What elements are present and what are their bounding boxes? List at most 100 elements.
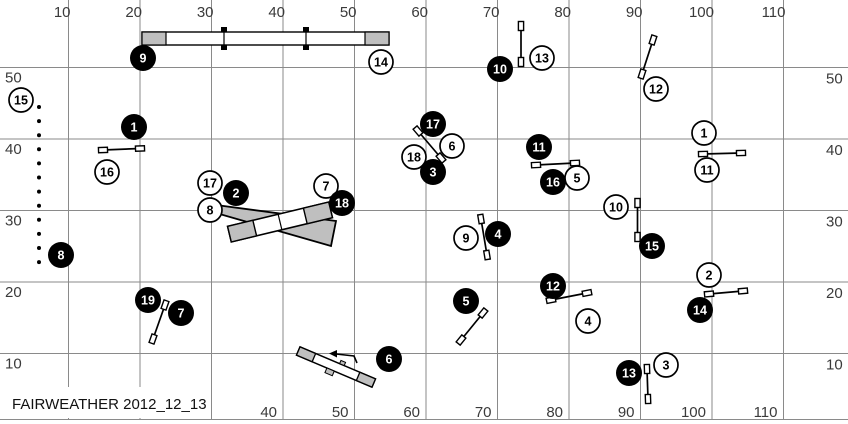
marker-open-11[interactable]: 11: [694, 157, 720, 183]
marker-filled-12[interactable]: 12: [540, 273, 566, 299]
teeter-pivot: [324, 367, 335, 377]
marker-open-5[interactable]: 5: [564, 165, 590, 191]
marker-filled-2[interactable]: 2: [223, 180, 249, 206]
marker-filled-1[interactable]: 1: [121, 114, 147, 140]
jump-5[interactable]: [455, 306, 489, 347]
marker-filled-5[interactable]: 5: [453, 288, 479, 314]
marker-circle: [197, 170, 223, 196]
marker-open-6[interactable]: 6: [439, 133, 465, 159]
weave-pole: [37, 119, 41, 124]
marker-open-15[interactable]: 15: [8, 87, 34, 113]
jump-wing-square: [735, 149, 747, 157]
marker-open-10[interactable]: 10: [603, 194, 629, 220]
marker-circle: [130, 45, 156, 71]
marker-number: 14: [374, 55, 388, 69]
jump-wing-square: [643, 363, 651, 375]
jump-bar: [152, 304, 166, 340]
dogwalk-support: [303, 45, 309, 50]
teeter[interactable]: [295, 344, 377, 392]
grid-label-left: 40: [5, 141, 22, 158]
grid-label-bottom: 90: [618, 404, 635, 421]
jump-wing: [634, 231, 641, 243]
marker-circle: [121, 114, 147, 140]
marker-open-8[interactable]: 8: [197, 197, 223, 223]
jump-wing-square: [134, 144, 146, 153]
jump-2-14[interactable]: [703, 287, 749, 298]
marker-number: 3: [430, 165, 437, 179]
marker-open-12[interactable]: 12: [643, 76, 669, 102]
jump-wing-square: [148, 332, 158, 346]
grid-label-right: 50: [826, 71, 843, 88]
marker-open-9[interactable]: 9: [453, 225, 479, 251]
marker-number: 14: [693, 303, 707, 317]
jump-12[interactable]: [637, 34, 658, 80]
marker-number: 1: [131, 120, 138, 134]
jump-wing: [581, 288, 593, 298]
jump-9-4[interactable]: [476, 213, 492, 261]
marker-open-13[interactable]: 13: [529, 45, 555, 71]
jump-17-3[interactable]: [412, 124, 447, 165]
marker-filled-4[interactable]: 4: [485, 221, 511, 247]
jump-10-13[interactable]: [517, 20, 525, 68]
marker-circle: [223, 180, 249, 206]
marker-circle: [643, 76, 669, 102]
jump-wing: [648, 34, 658, 46]
marker-filled-11[interactable]: 11: [526, 134, 552, 160]
marker-filled-14[interactable]: 14: [687, 297, 713, 323]
marker-number: 9: [463, 231, 470, 245]
marker-number: 3: [663, 358, 670, 372]
marker-filled-8[interactable]: 8: [48, 242, 74, 268]
marker-number: 18: [407, 150, 421, 164]
marker-filled-19[interactable]: 19: [135, 287, 161, 313]
jump-1-11[interactable]: [697, 149, 747, 158]
marker-number: 9: [140, 51, 147, 65]
marker-open-14[interactable]: 14: [368, 49, 394, 75]
jump-wing-square: [517, 56, 525, 68]
marker-filled-3[interactable]: 3: [420, 159, 446, 185]
jump-1-16[interactable]: [97, 144, 146, 154]
marker-filled-10[interactable]: 10: [487, 56, 513, 82]
weave-poles[interactable]: [37, 105, 41, 265]
dogwalk[interactable]: [141, 27, 390, 50]
title-layer: FAIRWEATHER 2012_12_13: [0, 387, 209, 418]
marker-circle: [401, 144, 427, 170]
marker-open-2[interactable]: 2: [696, 262, 722, 288]
marker-open-4[interactable]: 4: [575, 308, 601, 334]
marker-filled-18[interactable]: 18: [329, 190, 355, 216]
jump-wing-square: [530, 161, 542, 169]
marker-number: 7: [323, 179, 330, 193]
jump-13-3[interactable]: [643, 363, 652, 405]
marker-open-17[interactable]: 17: [197, 170, 223, 196]
marker-open-7[interactable]: 7: [313, 173, 339, 199]
marker-filled-13[interactable]: 13: [616, 360, 642, 386]
marker-open-16[interactable]: 16: [94, 159, 120, 185]
jump-bar: [417, 130, 442, 159]
marker-open-3[interactable]: 3: [653, 352, 679, 378]
jump-10-15[interactable]: [634, 197, 641, 243]
marker-filled-7[interactable]: 7: [168, 300, 194, 326]
grid-label-right: 10: [826, 357, 843, 374]
jump-wing: [97, 146, 109, 154]
marker-filled-6[interactable]: 6: [376, 346, 402, 372]
grid-label-bottom: 80: [546, 404, 563, 421]
marker-filled-17[interactable]: 17: [420, 111, 446, 137]
marker-open-1[interactable]: 1: [691, 120, 717, 146]
marker-number: 8: [58, 248, 65, 262]
marker-filled-9[interactable]: 9: [130, 45, 156, 71]
grid-label-top: 50: [340, 4, 357, 21]
marker-filled-16[interactable]: 16: [540, 169, 566, 195]
course-title: FAIRWEATHER 2012_12_13: [12, 396, 207, 413]
pipe-tunnel[interactable]: [226, 201, 334, 243]
marker-open-18[interactable]: 18: [401, 144, 427, 170]
jump-wing: [517, 20, 525, 32]
marker-circle: [168, 300, 194, 326]
jump-wing: [634, 197, 641, 209]
marker-circle: [197, 197, 223, 223]
marker-filled-15[interactable]: 15: [639, 233, 665, 259]
jump-wing: [517, 56, 525, 68]
grid-label-top: 10: [54, 4, 71, 21]
jump-19-7[interactable]: [148, 298, 170, 346]
grid-label-top: 100: [689, 4, 714, 21]
grid-label-bottom: 110: [754, 404, 778, 421]
